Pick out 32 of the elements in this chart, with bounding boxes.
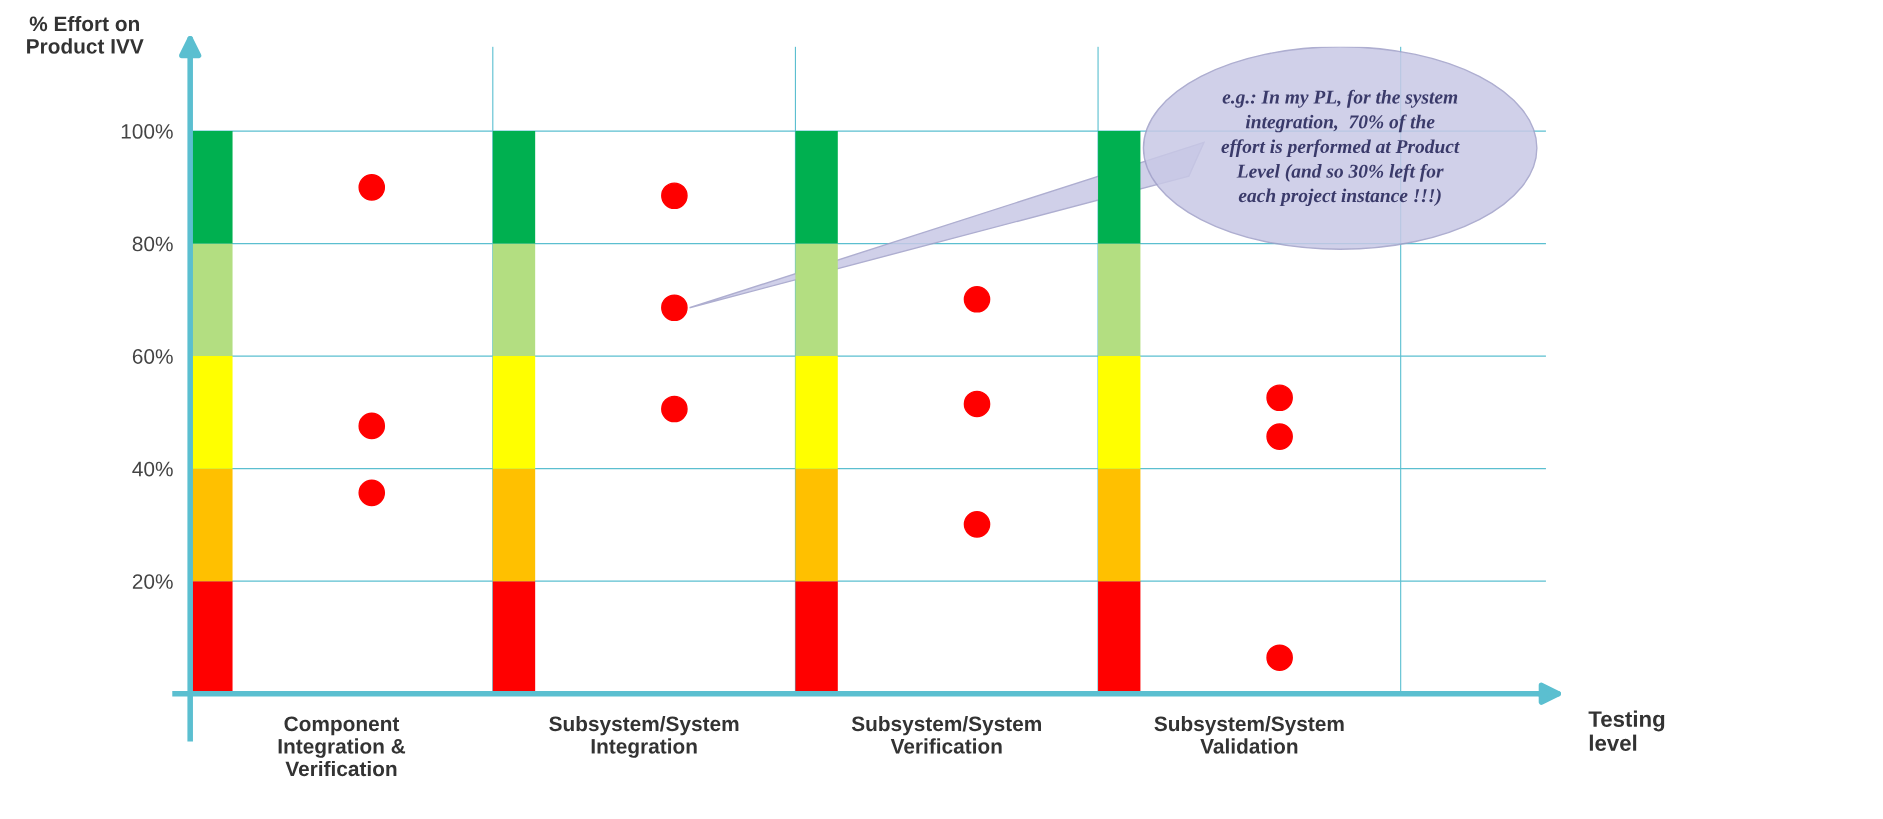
- bar: [190, 581, 233, 694]
- bar: [795, 131, 838, 244]
- y-tick-label: 100%: [121, 124, 173, 139]
- y-axis-title: % Effort on Product IVV: [27, 15, 144, 54]
- y-tick-label: 60%: [132, 349, 173, 364]
- bar: [190, 468, 233, 582]
- bar: [795, 581, 838, 694]
- bar: [190, 243, 233, 357]
- annotation: e.g.: In my PL, for the system integration, 70% of the effort is performed at Product Level (and so 30% left for each project instance !!!): [1221, 89, 1460, 207]
- bar: [795, 356, 838, 469]
- x-tick-label: Subsystem/System Integration: [549, 715, 739, 758]
- bar: [492, 468, 536, 582]
- y-tick-label: 40%: [132, 461, 173, 477]
- bar: [492, 581, 536, 694]
- x-tick-label: Subsystem/System Verification: [851, 715, 1041, 754]
- bar: [492, 131, 536, 244]
- bar: [795, 243, 838, 357]
- x-tick-label: Component Integration & Verification: [278, 716, 406, 777]
- bar: [795, 468, 838, 582]
- bar: [190, 131, 233, 244]
- y-tick-label: 80%: [132, 236, 173, 252]
- y-tick-label: 20%: [132, 574, 173, 589]
- bar: [1098, 356, 1141, 469]
- bar: [1098, 131, 1141, 244]
- bar: [1098, 581, 1141, 694]
- x-tick-label: Subsystem/System Validation: [1154, 715, 1344, 754]
- bar: [492, 243, 536, 357]
- bar: [1098, 243, 1141, 357]
- bar: [190, 356, 233, 469]
- bar: [492, 356, 536, 469]
- bar: [1098, 468, 1141, 582]
- x-axis-title: Testing level: [1588, 710, 1665, 751]
